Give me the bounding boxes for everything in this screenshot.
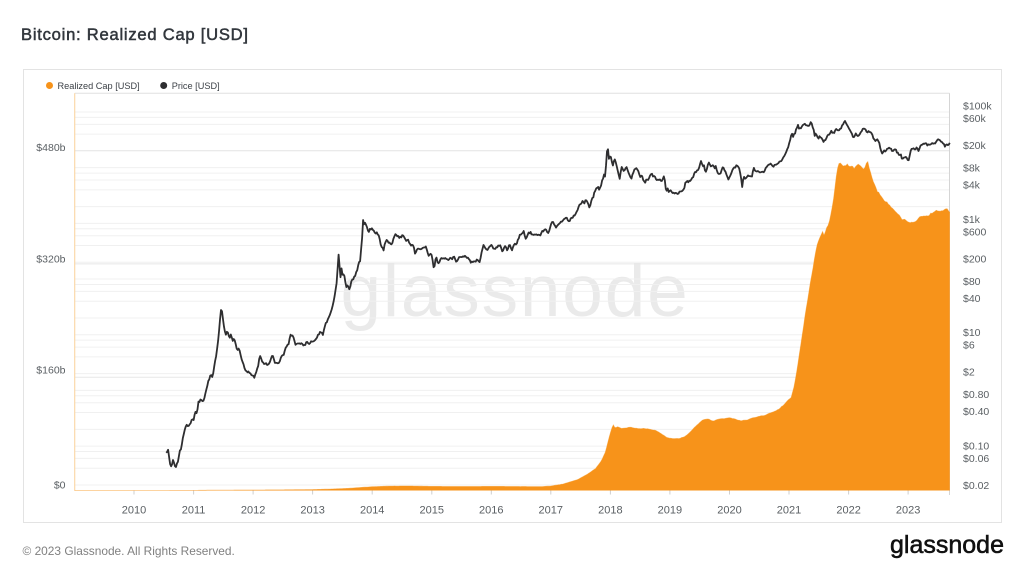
svg-text:2018: 2018 [598,505,622,517]
svg-text:$0.40: $0.40 [963,406,989,418]
svg-text:$0.06: $0.06 [963,453,989,465]
svg-text:Realized Cap [USD]: Realized Cap [USD] [58,81,140,91]
svg-text:$2: $2 [963,367,975,379]
svg-text:2017: 2017 [539,505,563,517]
svg-text:$10: $10 [963,327,981,339]
svg-text:$8k: $8k [963,163,981,175]
svg-text:$0.80: $0.80 [963,389,989,401]
svg-text:$1k: $1k [963,214,981,226]
svg-text:$40: $40 [963,293,981,305]
svg-text:2021: 2021 [777,505,801,517]
svg-text:$6: $6 [963,340,975,352]
svg-text:2010: 2010 [122,505,146,517]
svg-text:$480b: $480b [36,142,65,154]
svg-text:2015: 2015 [420,505,444,517]
svg-text:2022: 2022 [836,505,860,517]
svg-text:2014: 2014 [360,505,384,517]
svg-text:Price [USD]: Price [USD] [172,81,220,91]
svg-text:2016: 2016 [479,505,503,517]
svg-text:2023: 2023 [896,505,920,517]
svg-text:$320b: $320b [36,253,65,265]
svg-text:2020: 2020 [717,505,741,517]
svg-text:$100k: $100k [963,101,992,113]
svg-text:$0.10: $0.10 [963,440,989,452]
svg-text:$0: $0 [54,480,66,492]
svg-text:2011: 2011 [182,505,206,517]
svg-text:$600: $600 [963,226,987,238]
svg-text:2012: 2012 [241,505,265,517]
svg-text:2019: 2019 [658,505,682,517]
svg-text:$0.02: $0.02 [963,480,989,492]
svg-text:$20k: $20k [963,140,987,152]
svg-text:2013: 2013 [300,505,324,517]
svg-text:$80: $80 [963,276,981,288]
svg-text:$60k: $60k [963,113,987,125]
svg-text:$4k: $4k [963,180,981,192]
svg-text:$160b: $160b [36,364,65,376]
svg-text:$200: $200 [963,253,987,265]
